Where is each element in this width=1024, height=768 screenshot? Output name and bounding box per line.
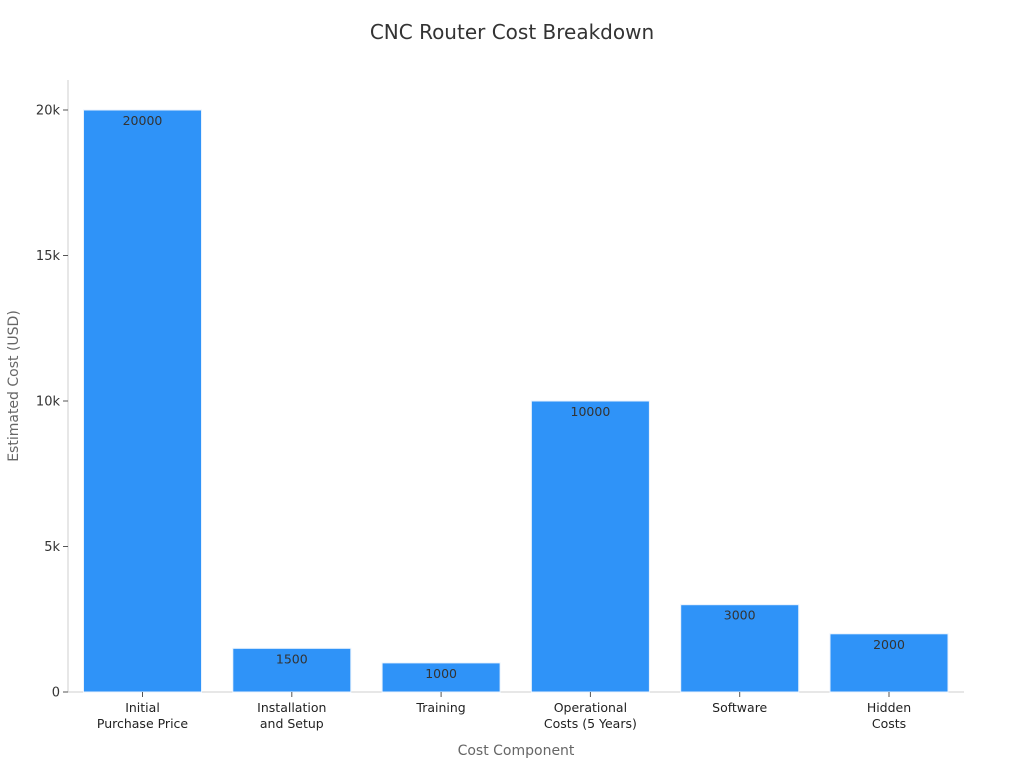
x-tick-label: Initial Purchase Price — [97, 700, 189, 731]
bar — [83, 109, 202, 693]
y-ticks: 0 5k 10k 15k 20k — [36, 104, 68, 701]
x-tick-label: Installation and Setup — [257, 700, 326, 731]
x-tick-label-line: Purchase Price — [97, 716, 189, 731]
x-tick-label-line: Initial — [125, 700, 160, 715]
bar — [530, 400, 650, 693]
y-tick-label: 15k — [36, 249, 61, 264]
y-tick-label: 0 — [52, 686, 60, 701]
bar-value-label: 3000 — [724, 608, 756, 623]
bar-value-label: 20000 — [123, 113, 163, 128]
x-tick-label: Software — [712, 700, 767, 715]
bars: 20000 1500 1000 10000 3000 2000 — [83, 109, 949, 693]
y-tick-label: 10k — [36, 395, 61, 410]
x-tick-label-line: Training — [415, 700, 465, 715]
bar — [381, 662, 501, 693]
x-tick-label-line: Hidden — [867, 700, 911, 715]
x-tick-label: Training — [415, 700, 465, 715]
x-tick-labels: Initial Purchase Price Installation and Set… — [97, 692, 911, 731]
x-tick-label-line: Operational — [554, 700, 627, 715]
bar-value-label: 10000 — [571, 404, 611, 419]
x-tick-label-line: Costs (5 Years) — [544, 716, 637, 731]
x-tick-label: Operational Costs (5 Years) — [544, 700, 637, 731]
x-tick-label-line: Software — [712, 700, 767, 715]
bar-value-label: 1500 — [276, 651, 308, 666]
y-tick-label: 5k — [44, 540, 60, 555]
bar-value-label: 2000 — [873, 637, 905, 652]
chart-title: CNC Router Cost Breakdown — [369, 20, 655, 44]
y-tick-label: 20k — [36, 104, 61, 119]
bar-value-label: 1000 — [425, 666, 457, 681]
x-tick-label: Hidden Costs — [867, 700, 911, 731]
x-axis-title: Cost Component — [458, 743, 575, 759]
bar — [829, 633, 949, 693]
y-axis-title: Estimated Cost (USD) — [6, 310, 22, 462]
x-tick-label-line: Costs — [872, 716, 906, 731]
bar — [232, 647, 352, 693]
x-tick-label-line: and Setup — [260, 716, 324, 731]
x-tick-label-line: Installation — [257, 700, 326, 715]
